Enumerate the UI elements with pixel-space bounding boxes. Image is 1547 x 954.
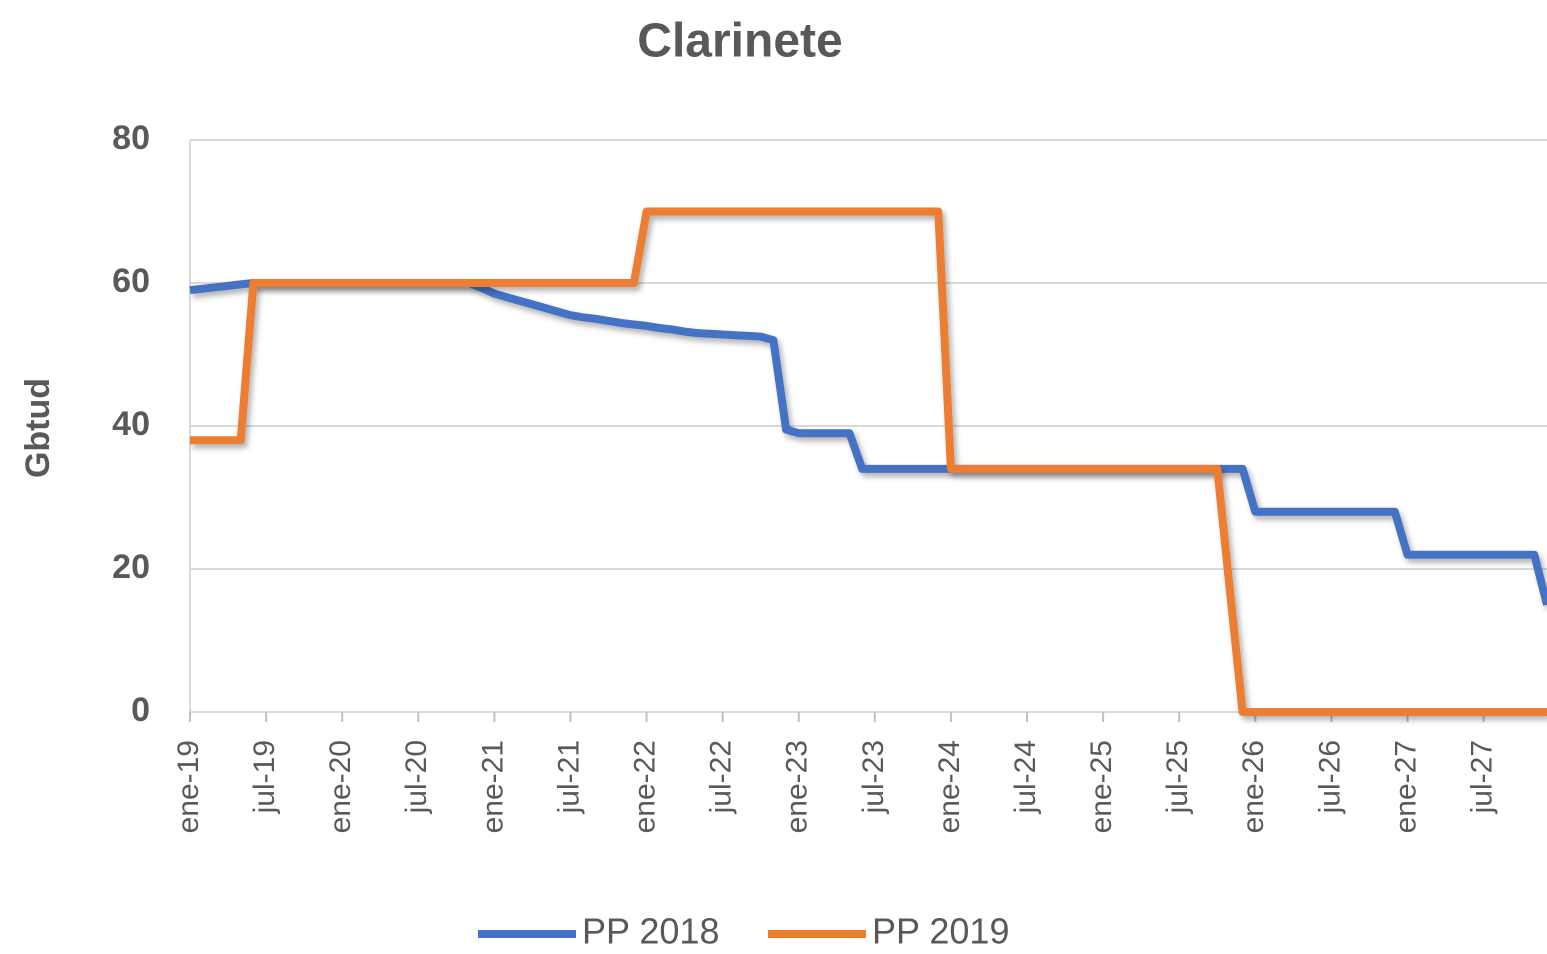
y-tick-label: 0 — [131, 691, 150, 729]
x-tick-label: ene-25 — [1085, 740, 1118, 833]
x-tick-label: ene-27 — [1389, 740, 1422, 833]
y-tick-label: 60 — [112, 262, 150, 300]
x-tick-label: ene-26 — [1237, 740, 1270, 833]
legend-label: PP 2018 — [582, 911, 719, 952]
x-tick-label: jul-25 — [1161, 740, 1194, 814]
x-tick-label: ene-19 — [172, 740, 205, 833]
x-tick-label: jul-26 — [1313, 740, 1346, 814]
x-tick-label: ene-21 — [476, 740, 509, 833]
chart-title: Clarinete — [637, 15, 842, 68]
x-tick-label: jul-23 — [857, 740, 890, 814]
x-tick-label: ene-20 — [324, 740, 357, 833]
x-tick-label: jul-20 — [400, 740, 433, 814]
y-tick-label: 40 — [112, 405, 150, 443]
x-tick-label: ene-23 — [781, 740, 814, 833]
x-tick-label: ene-22 — [628, 740, 661, 833]
y-axis-label: Gbtud — [19, 378, 57, 478]
legend-label: PP 2019 — [872, 911, 1009, 952]
x-tick-label: jul-24 — [1009, 740, 1042, 814]
x-tick-label: jul-27 — [1466, 740, 1499, 814]
y-tick-label: 20 — [112, 548, 150, 586]
series-line — [189, 279, 1547, 606]
series-line — [190, 207, 1547, 716]
x-tick-label: jul-21 — [552, 740, 585, 814]
x-tick-label: jul-22 — [705, 740, 738, 814]
x-tick-label: jul-19 — [248, 740, 281, 814]
y-tick-label: 80 — [112, 119, 150, 157]
x-tick-label: ene-24 — [933, 740, 966, 833]
